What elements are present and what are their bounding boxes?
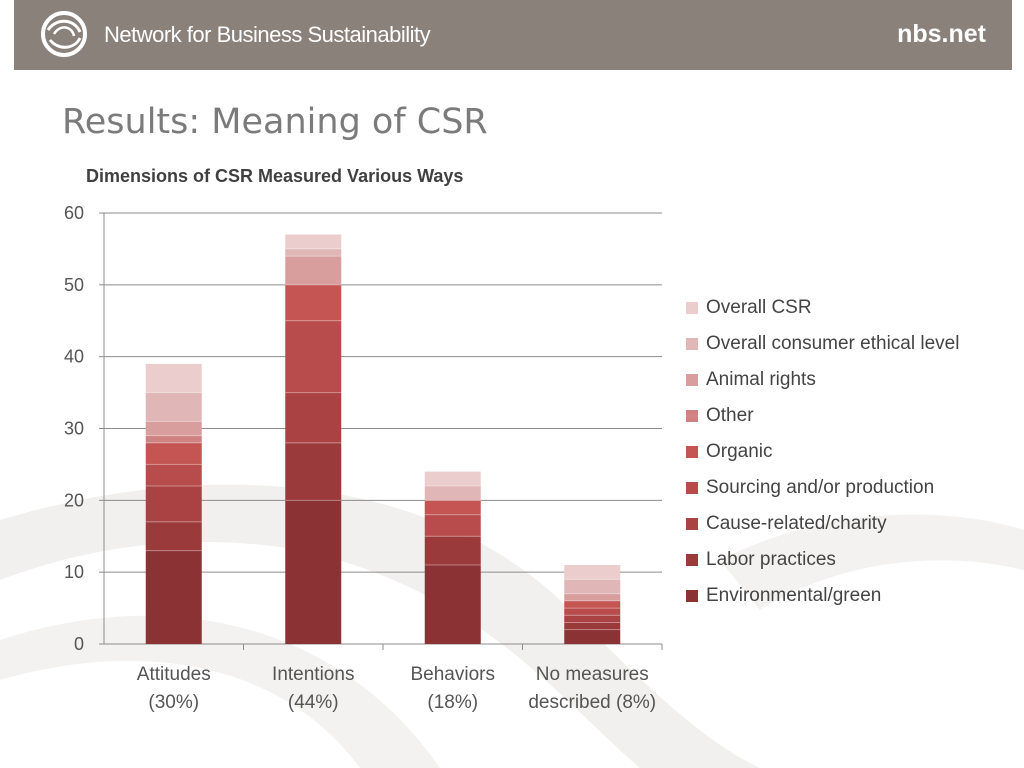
legend-swatch bbox=[686, 302, 698, 314]
legend-label: Overall consumer ethical level bbox=[706, 333, 960, 354]
bar-segment bbox=[424, 514, 481, 537]
x-tick-label: Attitudes bbox=[137, 664, 211, 685]
bar-segment bbox=[145, 421, 202, 436]
legend-swatch bbox=[686, 590, 698, 602]
y-tick-label: 30 bbox=[64, 419, 84, 439]
x-axis-origin bbox=[99, 644, 104, 650]
org-name: Network for Business Sustainability bbox=[104, 22, 431, 47]
bar-segment bbox=[564, 593, 621, 601]
y-tick-label: 40 bbox=[64, 347, 84, 367]
legend-item: Cause-related/charity bbox=[686, 506, 959, 542]
bar-segment bbox=[145, 521, 202, 551]
legend-label: Cause-related/charity bbox=[706, 513, 887, 534]
x-tick-label: (30%) bbox=[148, 692, 199, 713]
legend-label: Environmental/green bbox=[706, 585, 882, 606]
y-tick-label: 20 bbox=[64, 490, 84, 510]
bar-segment bbox=[424, 500, 481, 515]
bar-segment bbox=[424, 564, 481, 644]
legend-label: Overall CSR bbox=[706, 297, 812, 318]
legend-swatch bbox=[686, 338, 698, 350]
x-tick-label: (18%) bbox=[427, 692, 478, 713]
y-tick-label: 60 bbox=[64, 203, 84, 223]
bar-segment bbox=[424, 485, 481, 501]
chart-title: Dimensions of CSR Measured Various Ways bbox=[86, 166, 464, 186]
legend-swatch bbox=[686, 374, 698, 386]
legend-label: Labor practices bbox=[706, 549, 836, 570]
legend-swatch bbox=[686, 446, 698, 458]
page-title: Results: Meaning of CSR bbox=[62, 102, 488, 142]
legend-swatch bbox=[686, 410, 698, 422]
y-tick-label: 0 bbox=[74, 634, 84, 654]
bar-segment bbox=[564, 600, 621, 609]
bar-segment bbox=[285, 284, 342, 321]
bar-segment bbox=[424, 471, 481, 486]
legend-item: Other bbox=[686, 398, 959, 434]
legend-label: Animal rights bbox=[706, 369, 816, 390]
legend-item: Labor practices bbox=[686, 542, 959, 578]
y-tick-label: 10 bbox=[64, 562, 84, 582]
bar-segment bbox=[145, 442, 202, 465]
bar-segment bbox=[564, 608, 621, 616]
site-url[interactable]: nbs.net bbox=[897, 20, 986, 48]
x-tick-label: Behaviors bbox=[411, 664, 496, 685]
bar-segment bbox=[145, 363, 202, 393]
legend-item: Environmental/green bbox=[686, 578, 959, 614]
x-tick-label: Intentions bbox=[272, 664, 354, 685]
bar-segment bbox=[564, 564, 621, 580]
x-tick-label: No measures bbox=[536, 664, 649, 685]
x-tick-label: described (8%) bbox=[528, 692, 656, 713]
background-swoosh-watermark bbox=[0, 484, 1024, 768]
legend-label: Organic bbox=[706, 441, 773, 462]
x-tick-label: (44%) bbox=[288, 692, 339, 713]
bar-segment bbox=[285, 392, 342, 443]
legend-item: Organic bbox=[686, 434, 959, 470]
bar-segment bbox=[285, 248, 342, 257]
legend-item: Overall CSR bbox=[686, 290, 959, 326]
nbs-logo-icon bbox=[41, 11, 87, 57]
legend-swatch bbox=[686, 518, 698, 530]
legend-swatch bbox=[686, 482, 698, 494]
legend-item: Sourcing and/or production bbox=[686, 470, 959, 506]
bar-segment bbox=[145, 435, 202, 443]
bar-segment bbox=[285, 256, 342, 285]
bar-segment bbox=[285, 320, 342, 393]
legend-swatch bbox=[686, 554, 698, 566]
legend-label: Sourcing and/or production bbox=[706, 477, 935, 498]
chart-legend: Overall CSR Overall consumer ethical leve… bbox=[686, 297, 959, 626]
bar-segment bbox=[145, 464, 202, 486]
bar-segment bbox=[285, 234, 342, 249]
legend-label: Other bbox=[706, 405, 754, 426]
y-tick-label: 50 bbox=[64, 275, 84, 295]
bar-segment bbox=[564, 629, 621, 644]
bar-segment bbox=[285, 500, 342, 644]
bar-segment bbox=[424, 536, 481, 565]
legend-item: Overall consumer ethical level bbox=[686, 326, 959, 362]
bar-segment bbox=[145, 550, 202, 644]
bar-segment bbox=[285, 442, 342, 501]
legend-item: Animal rights bbox=[686, 362, 959, 398]
bar-segment bbox=[564, 615, 621, 623]
header-bar: Network for Business Sustainability nbs.… bbox=[14, 0, 1012, 70]
bar-segment bbox=[145, 392, 202, 422]
bar-segment bbox=[145, 485, 202, 522]
bar-segment bbox=[564, 579, 621, 594]
bar-segment bbox=[564, 622, 621, 630]
